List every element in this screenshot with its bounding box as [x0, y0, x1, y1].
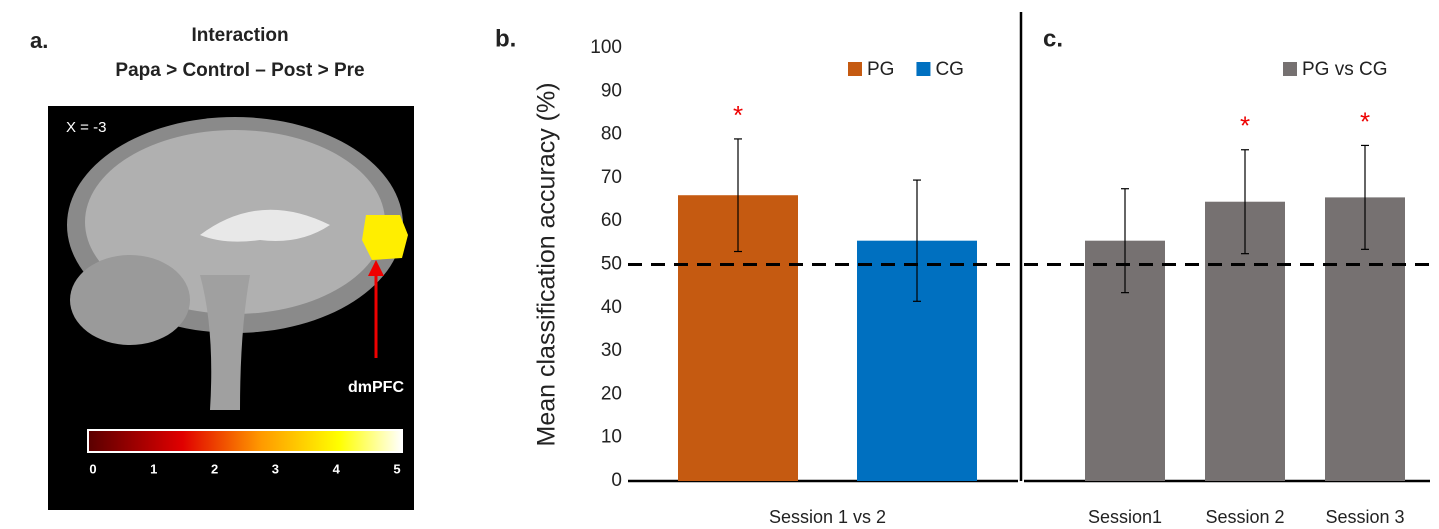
region-label: dmPFC — [348, 379, 404, 396]
panel-label: c. — [1043, 25, 1063, 52]
y-axis-label: Mean classification accuracy (%) — [533, 82, 561, 446]
y-tick-label: 20 — [601, 383, 622, 404]
y-tick-label: 90 — [601, 80, 622, 101]
legend-label: PG vs CG — [1302, 59, 1388, 80]
x-tick-label: Session 3 — [1325, 507, 1404, 527]
y-tick-label: 70 — [601, 167, 622, 188]
legend-label: CG — [935, 59, 964, 80]
panel-label: a. — [30, 28, 48, 53]
colorbar-tick-label: 3 — [272, 461, 279, 476]
significance-marker: * — [733, 100, 743, 130]
title: Interaction — [191, 25, 288, 46]
x-tick-label: Session 1 vs 2 — [769, 507, 886, 527]
title: Papa > Control – Post > Pre — [115, 60, 364, 81]
significance-marker: * — [1360, 106, 1370, 136]
y-tick-label: 0 — [611, 470, 622, 491]
y-tick-label: 80 — [601, 124, 622, 145]
panel-label: b. — [495, 25, 516, 52]
legend-swatch — [848, 62, 862, 76]
y-tick-label: 100 — [590, 37, 622, 58]
colorbar — [88, 430, 402, 452]
panel-a: a. Interaction Papa > Control – Post > P… — [30, 25, 414, 510]
colorbar-tick-label: 0 — [89, 461, 96, 476]
figure: a. Interaction Papa > Control – Post > P… — [0, 0, 1439, 529]
colorbar-tick-label: 4 — [333, 461, 341, 476]
significance-marker: * — [1240, 111, 1250, 141]
legend-label: PG — [867, 59, 894, 80]
y-tick-label: 60 — [601, 210, 622, 231]
y-tick-label: 30 — [601, 340, 622, 361]
slice-label: X = -3 — [66, 119, 106, 136]
legend-swatch — [916, 62, 930, 76]
y-tick-label: 10 — [601, 427, 622, 448]
y-tick-label: 50 — [601, 254, 622, 275]
legend-swatch — [1283, 62, 1297, 76]
colorbar-tick-label: 5 — [393, 461, 400, 476]
x-tick-label: Session 2 — [1205, 507, 1284, 527]
colorbar-tick-label: 2 — [211, 461, 218, 476]
colorbar-tick-label: 1 — [150, 461, 157, 476]
y-tick-label: 40 — [601, 297, 622, 318]
activation — [362, 215, 408, 260]
x-tick-label: Session1 — [1088, 507, 1162, 527]
